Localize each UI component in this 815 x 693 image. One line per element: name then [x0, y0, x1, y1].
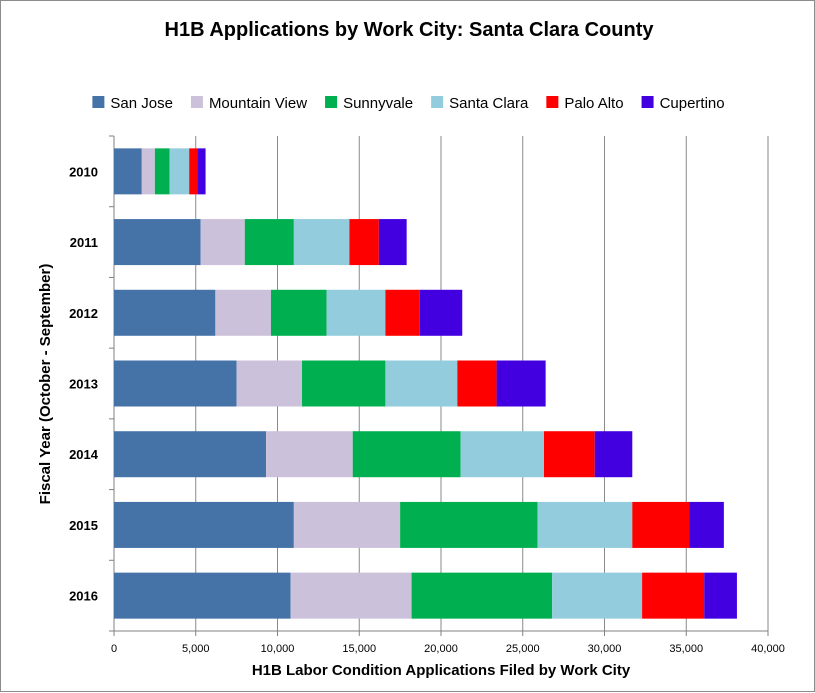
bar-2014-sunnyvale [352, 431, 461, 478]
legend-item-cupertino: Cupertino [641, 95, 725, 112]
bar-2015-palo-alto [632, 501, 690, 548]
x-tick-label: 10,000 [261, 643, 295, 655]
y-tick-labels: 2010 2011 2012 2013 2014 2015 2016 [69, 164, 99, 603]
y-tick-label: 2014 [69, 447, 99, 462]
legend-item-sunnyvale: Sunnyvale [325, 95, 413, 112]
legend-swatch [92, 96, 105, 108]
bar-2010-santa-clara [169, 148, 190, 195]
legend-label: Sunnyvale [343, 95, 413, 112]
bar-2013-sunnyvale [302, 360, 386, 407]
bar-2012-mountain-view [215, 289, 271, 336]
bar-2015-santa-clara [537, 501, 633, 548]
bar-2010-san-jose [114, 148, 142, 195]
bar-2012-palo-alto [385, 289, 420, 336]
bar-2010-sunnyvale [154, 148, 170, 195]
bar-2014-santa-clara [460, 431, 545, 478]
legend-swatch [641, 96, 654, 108]
y-tick-label: 2011 [70, 235, 98, 250]
x-tick-label: 35,000 [669, 643, 703, 655]
bar-2010-palo-alto [189, 148, 198, 195]
legend-label: Palo Alto [564, 95, 623, 112]
bar-2015-mountain-view [293, 501, 401, 548]
bar-2011-palo-alto [349, 219, 379, 266]
bar-2016-santa-clara [552, 572, 643, 619]
y-tick-label: 2016 [69, 589, 98, 604]
x-tick-label: 15,000 [342, 643, 376, 655]
bar-2014-san-jose [114, 431, 267, 478]
y-axis-title: Fiscal Year (October - September) [37, 264, 54, 505]
x-axis-title: H1B Labor Condition Applications Filed b… [252, 662, 631, 679]
y-tick-label: 2013 [69, 377, 98, 392]
legend-label: Santa Clara [449, 95, 529, 112]
bar-2013-mountain-view [236, 360, 303, 407]
x-tick-labels: 0 5,000 10,000 15,000 20,000 25,000 30,000 35,0… [111, 643, 785, 655]
bar-2014-palo-alto [544, 431, 595, 478]
bar-2013-cupertino [496, 360, 546, 407]
bar-2013-san-jose [114, 360, 237, 407]
bar-2014-mountain-view [266, 431, 353, 478]
legend-label: Cupertino [660, 95, 725, 112]
legend-swatch [431, 96, 444, 108]
legend-item-san-jose: San Jose [92, 95, 173, 112]
bar-2013-santa-clara [385, 360, 458, 407]
legend-item-mountain-view: Mountain View [190, 95, 307, 112]
bar-2011-mountain-view [200, 219, 245, 266]
bar-2012-san-jose [114, 289, 216, 336]
bar-2010-mountain-view [141, 148, 155, 195]
x-tick-label: 20,000 [424, 643, 458, 655]
x-tick-label: 5,000 [182, 643, 210, 655]
legend-item-santa-clara: Santa Clara [431, 95, 529, 112]
bar-2012-cupertino [419, 289, 463, 336]
bar-2016-palo-alto [642, 572, 705, 619]
bar-2011-san-jose [114, 219, 201, 266]
bar-2015-san-jose [114, 501, 294, 548]
bar-2016-san-jose [114, 572, 291, 619]
legend-swatch [190, 96, 203, 108]
bar-2016-cupertino [704, 572, 737, 619]
bar-2015-cupertino [689, 501, 724, 548]
chart-title: H1B Applications by Work City: Santa Cla… [165, 19, 655, 41]
bar-2013-palo-alto [457, 360, 497, 407]
bar-2012-sunnyvale [270, 289, 327, 336]
y-tick-label: 2012 [69, 306, 98, 321]
legend-item-palo-alto: Palo Alto [546, 95, 624, 112]
bar-2012-santa-clara [326, 289, 386, 336]
x-tick-label: 25,000 [506, 643, 540, 655]
bar-2014-cupertino [594, 431, 633, 478]
legend: San Jose Mountain View Sunnyvale Santa Clar… [92, 95, 725, 112]
x-tick-label: 40,000 [751, 643, 785, 655]
bar-2016-sunnyvale [411, 572, 553, 619]
bar-2011-sunnyvale [244, 219, 294, 266]
legend-swatch [325, 96, 338, 108]
legend-label: San Jose [110, 95, 173, 112]
legend-swatch [546, 96, 559, 108]
bar-2010-cupertino [197, 148, 206, 195]
bar-2011-cupertino [378, 219, 407, 266]
bars [114, 148, 737, 619]
bar-2016-mountain-view [290, 572, 412, 619]
y-tick-label: 2015 [69, 518, 98, 533]
x-tick-label: 30,000 [588, 643, 622, 655]
y-tick-label: 2010 [69, 164, 98, 179]
x-tick-label: 0 [111, 643, 117, 655]
bar-2015-sunnyvale [400, 501, 538, 548]
legend-label: Mountain View [209, 95, 307, 112]
bar-2011-santa-clara [293, 219, 350, 266]
